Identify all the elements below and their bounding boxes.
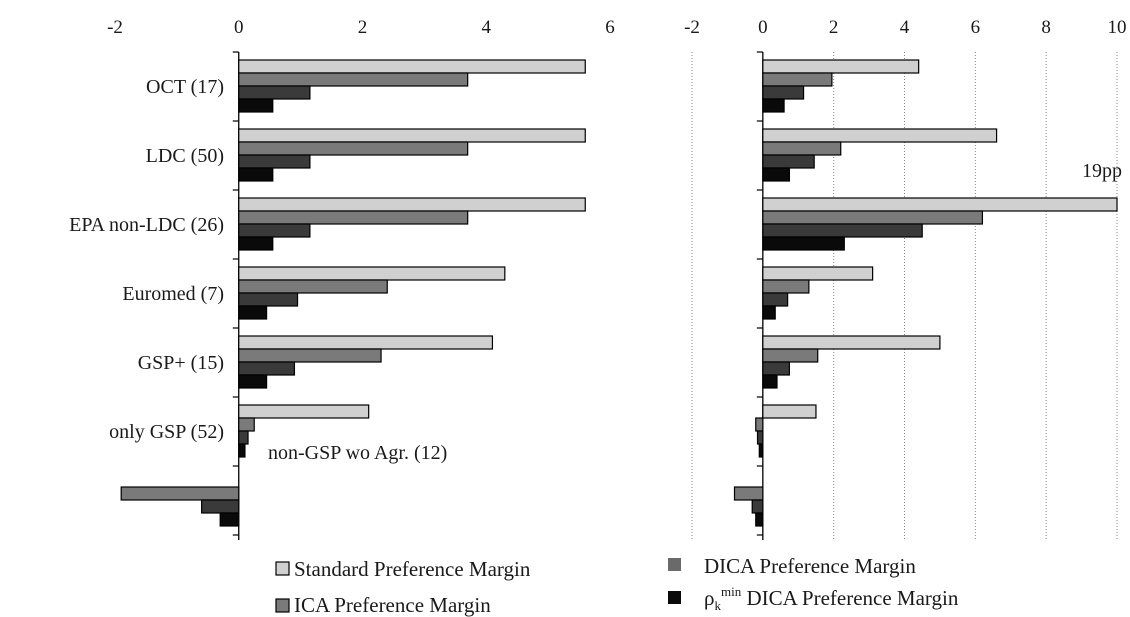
bar-right-s2-c3 [762,292,789,307]
bar-left-s1-c0 [238,72,469,87]
bar-left-s3-c2 [238,236,274,251]
bar-left-s2-c3 [238,292,299,307]
bar-right-s1-c4 [762,348,819,363]
bar-right-s0-c0 [762,59,920,74]
bar-right-s3-c0 [762,98,785,113]
legend-label-dica: DICA Preference Margin [704,554,916,578]
bar-left-s0-c3 [238,266,506,281]
bar-left-s3-c0 [238,98,274,113]
legend-item-rho: ρkmin DICA Preference Margin [668,584,959,613]
legend: Standard Preference Margin ICA Preferenc… [275,554,959,617]
bar-left-s3-c5 [238,443,246,458]
legend-label-ica: ICA Preference Margin [294,593,491,617]
bar-right-s3-c3 [762,305,776,320]
bar-right-s1-c5 [755,417,764,432]
bar-left-s3-c6 [219,512,240,527]
bar-right-s1-c1 [762,141,842,156]
legend-swatch-rho [668,591,681,604]
bar-left-s0-c1 [238,128,586,143]
x-tick-label: 8 [1041,17,1051,38]
legend-swatch-dica [668,558,681,571]
x-tick-label: 10 [1108,17,1127,38]
bar-left-s1-c3 [238,279,388,294]
legend-swatch-standard [275,561,290,576]
x-tick-label: 6 [971,17,981,38]
legend-label-rho: ρkmin DICA Preference Margin [704,584,959,613]
bar-left-s0-c4 [238,335,494,350]
bar-left-s1-c6 [120,486,240,501]
x-tick-label: 6 [605,17,615,38]
legend-item-standard: Standard Preference Margin [275,557,531,581]
bar-right-s2-c5 [756,430,764,445]
bar-left-s2-c2 [238,223,311,238]
bar-right-s1-c2 [762,210,984,225]
category-label: GSP+ (15) [138,352,224,374]
bar-left-s3-c3 [238,305,268,320]
legend-item-dica: DICA Preference Margin [668,554,916,578]
bar-left-s2-c1 [238,154,311,169]
bar-right-s2-c0 [762,85,805,100]
category-label: OCT (17) [146,76,224,98]
annotation: non-GSP wo Agr. (12) [268,442,447,464]
category-label: only GSP (52) [109,421,224,443]
bar-left-s0-c0 [238,59,586,74]
bar-right-s3-c6 [755,512,764,527]
bar-left-s1-c2 [238,210,469,225]
bar-right-s2-c2 [762,223,923,238]
bar-left-s1-c4 [238,348,382,363]
legend-label-standard: Standard Preference Margin [294,557,531,581]
left-panel: -2 0 2 4 6 OCT (17) LDC (50) EPA non-LDC (26) Eu… [69,17,615,540]
x-tick-label: -2 [684,17,700,38]
x-tick-label: 4 [900,17,910,38]
bar-left-s2-c4 [238,361,296,376]
bar-left-s2-c5 [238,430,249,445]
bar-right-s0-c4 [762,335,941,350]
bar-right-s1-c3 [762,279,810,294]
bar-left-s2-c6 [201,499,240,514]
bar-left-s0-c5 [238,404,370,419]
bar-left-s1-c5 [238,417,255,432]
bar-right-s3-c5 [758,443,764,458]
bar-right-s1-c6 [733,486,764,501]
x-tick-label: 0 [758,17,768,38]
bar-right-s0-c3 [762,266,874,281]
category-label: EPA non-LDC (26) [69,214,224,236]
bar-right-s3-c4 [762,374,778,389]
x-tick-label: -2 [107,17,123,38]
bar-left-s3-c1 [238,167,274,182]
bar-right-s2-c6 [751,499,764,514]
x-tick-label: 4 [482,17,492,38]
bar-left-s2-c0 [238,85,311,100]
x-tick-label: 2 [829,17,839,38]
bar-right-s0-c2 [762,197,1118,212]
bar-right-s3-c1 [762,167,790,182]
legend-item-ica: ICA Preference Margin [275,593,491,617]
annotation: 19pp [1082,160,1122,182]
bar-right-s0-c1 [762,128,998,143]
bar-right-s1-c0 [762,72,833,87]
legend-swatch-ica [275,598,290,613]
category-label: LDC (50) [146,145,224,167]
category-label: Euromed (7) [122,283,224,305]
x-tick-label: 0 [234,17,244,38]
bar-left-s3-c4 [238,374,268,389]
bar-left-s1-c1 [238,141,469,156]
bar-left-s0-c2 [238,197,586,212]
bar-right-s2-c4 [762,361,790,376]
bar-right-s3-c2 [762,236,845,251]
bar-right-s2-c1 [762,154,815,169]
bar-right-s0-c5 [762,404,817,419]
x-tick-label: 2 [358,17,368,38]
right-panel: -2 0 2 4 6 8 10 19pp [684,17,1127,540]
